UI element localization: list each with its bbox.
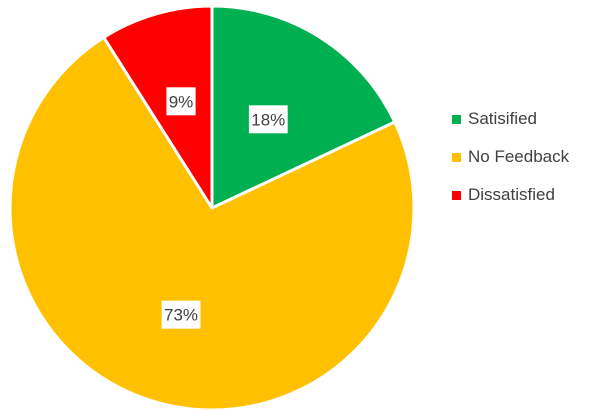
data-label-text-no-feedback: 73% <box>164 306 198 325</box>
legend-item-dissatisfied: Dissatisfied <box>452 182 569 208</box>
legend-item-no-feedback: No Feedback <box>452 144 569 170</box>
chart-legend: Satisified No Feedback Dissatisfied <box>452 106 569 220</box>
legend-swatch-satisfied <box>452 114 461 124</box>
data-label-text-dissatisfied: 9% <box>169 92 194 111</box>
pie-slice-no-feedback <box>8 35 416 410</box>
data-label-no-feedback: 73% <box>161 300 201 329</box>
data-label-dissatisfied: 9% <box>166 87 196 116</box>
data-label-satisfied: 18% <box>248 105 288 134</box>
data-label-box-dissatisfied <box>166 87 196 116</box>
legend-label-no-feedback: No Feedback <box>468 147 570 166</box>
data-label-box-no-feedback <box>161 300 201 329</box>
legend-swatch-dissatisfied <box>452 190 461 200</box>
pie-slice-dissatisfied <box>102 4 214 210</box>
legend-item-satisfied: Satisified <box>452 106 569 132</box>
pie-slice-satisfied <box>210 4 397 210</box>
legend-swatch-no-feedback <box>452 152 461 162</box>
data-label-text-satisfied: 18% <box>251 110 285 129</box>
legend-label-satisfied: Satisified <box>468 109 537 128</box>
data-label-box-satisfied <box>248 105 288 134</box>
legend-label-dissatisfied: Dissatisfied <box>468 185 555 204</box>
